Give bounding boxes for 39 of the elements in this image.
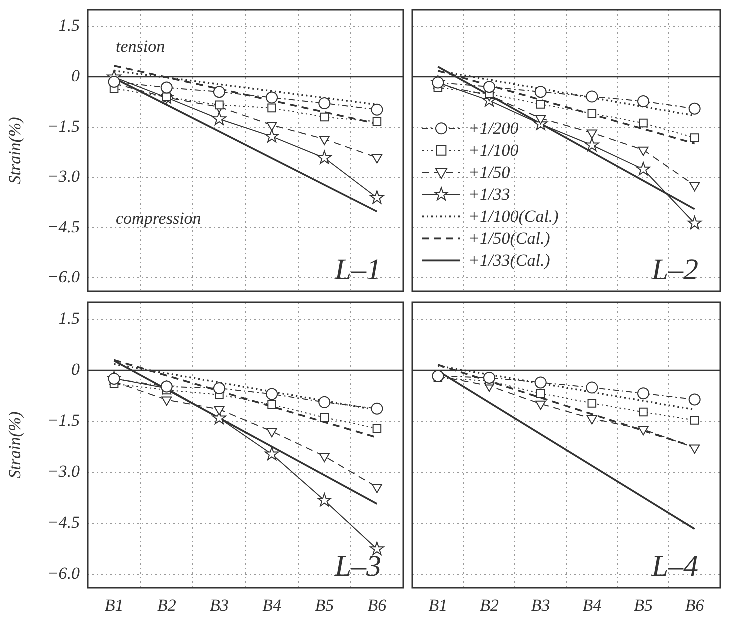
y-tick-label: −4.5	[47, 217, 80, 236]
x-tick-label: B4	[262, 596, 282, 615]
annotation: L–2	[650, 254, 698, 286]
annotation: compression	[116, 208, 202, 228]
x-tick-label: B2	[480, 596, 500, 615]
x-tick-label: B6	[368, 596, 388, 615]
y-tick-label: 0	[72, 66, 80, 86]
legend-label: +1/100	[468, 141, 520, 160]
x-tick-label: B2	[157, 596, 177, 615]
x-tick-label: B1	[428, 596, 448, 615]
y-tick-label: 0	[72, 360, 80, 379]
legend-label: +1/100(Cal.)	[468, 207, 560, 226]
legend-label: +1/33	[468, 185, 510, 204]
y-axis-title: Strain(%)	[5, 116, 24, 184]
legend-label: +1/33(Cal.)	[468, 251, 551, 270]
x-tick-label: B5	[315, 596, 334, 615]
y-tick-label: −3.0	[47, 167, 80, 186]
x-tick-label: B3	[210, 596, 229, 615]
annotation: L–4	[650, 550, 698, 583]
y-tick-label: 1.5	[58, 308, 80, 328]
annotation: L–3	[334, 550, 382, 583]
y-tick-label: −1.5	[47, 410, 80, 430]
legend-label: +1/200	[468, 119, 520, 138]
x-tick-label: B5	[634, 596, 653, 615]
x-tick-label: B3	[531, 596, 550, 615]
x-tick-label: B6	[685, 596, 705, 615]
y-axis-title: Strain(%)	[5, 411, 24, 479]
annotation: tension	[116, 37, 166, 56]
y-tick-label: −6.0	[47, 268, 80, 287]
annotation: L–1	[334, 254, 382, 286]
x-tick-label: B1	[104, 596, 124, 615]
y-tick-label: −3.0	[47, 462, 80, 481]
x-tick-label: B4	[582, 596, 602, 615]
y-tick-label: −1.5	[47, 116, 80, 136]
y-tick-label: −4.5	[47, 512, 80, 532]
y-tick-label: 1.5	[58, 16, 80, 36]
y-tick-label: −6.0	[47, 564, 80, 583]
legend-label: +1/50(Cal.)	[468, 229, 551, 248]
legend-label: +1/50	[468, 163, 511, 182]
